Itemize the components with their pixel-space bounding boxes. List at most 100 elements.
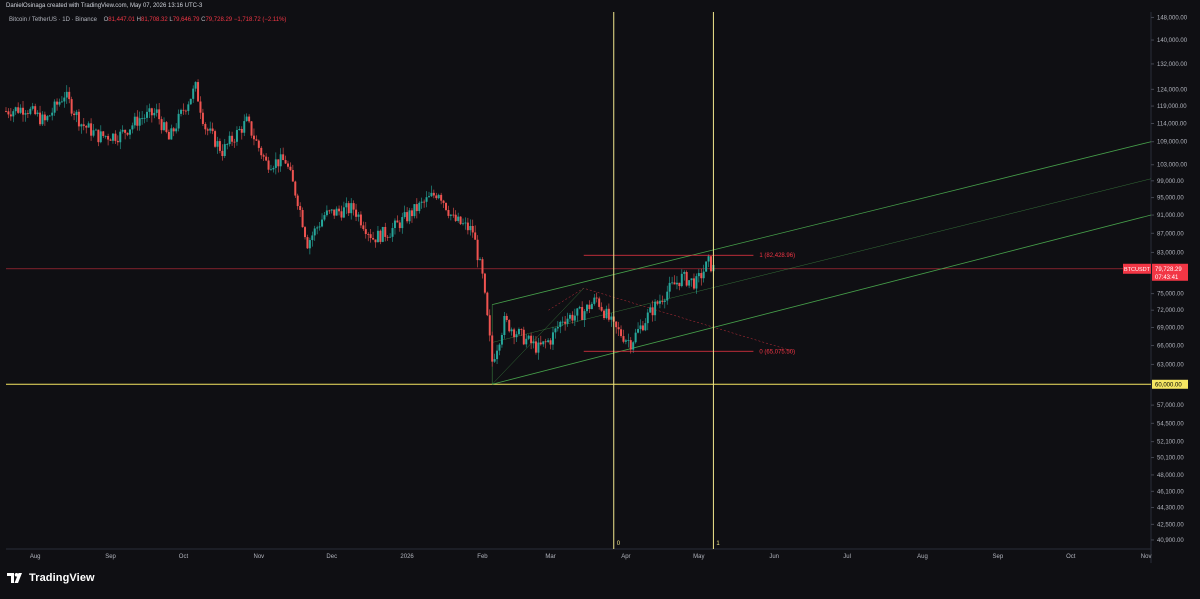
candle-body (666, 291, 669, 301)
candle-body (77, 111, 80, 127)
price-tick-label: 48,000.00 (1157, 473, 1184, 479)
price-tick-label: 69,000.00 (1157, 325, 1184, 331)
candle-body (194, 82, 197, 89)
candle-body (345, 203, 348, 208)
candle-body (308, 240, 311, 249)
candle-body (238, 128, 241, 131)
candle-body (269, 169, 272, 171)
price-tick-label: 54,500.00 (1157, 421, 1184, 427)
candle-body (663, 300, 666, 302)
candle-body (94, 129, 97, 131)
price-tick-label: 95,000.00 (1157, 196, 1184, 202)
candle-body (182, 109, 185, 111)
time-axis-label: Aug (30, 554, 41, 560)
candle-body (150, 108, 153, 116)
price-tick-label: 52,100.00 (1157, 440, 1184, 446)
candle-body (522, 329, 525, 345)
candle-body (31, 106, 34, 109)
candle-body (19, 107, 22, 113)
candle-body (56, 101, 59, 105)
candle-body (243, 121, 246, 133)
candle-body (248, 116, 251, 122)
candle-body (5, 111, 7, 113)
candle-body (423, 201, 426, 203)
candle-body (389, 236, 392, 238)
candle-body (355, 209, 358, 217)
time-axis-label: 2026 (400, 554, 414, 560)
candle-body (469, 225, 472, 231)
candle-body (136, 116, 139, 126)
time-axis[interactable]: Aug Sep Oct Nov Dec 2026 Feb Mar Apr May Jun Jul Aug… (30, 554, 1152, 560)
candle-body (440, 194, 443, 201)
channel-lower-line[interactable] (492, 214, 1152, 385)
candle-body (386, 236, 389, 238)
candle-body (204, 123, 207, 130)
candle-body (474, 232, 477, 240)
candle-body (605, 308, 608, 319)
current-price-text: 79,728.29 (1155, 267, 1182, 273)
parallel-channel-layer (491, 141, 1152, 385)
candle-body (167, 131, 170, 140)
candle-body (121, 129, 124, 132)
candle-body (187, 104, 190, 112)
candle-body (622, 336, 625, 342)
candle-body (673, 282, 676, 285)
candle-body (462, 223, 465, 225)
candle-body (537, 342, 540, 353)
current-price-tag (1152, 263, 1188, 281)
candle-body (347, 203, 350, 214)
high-label: H (136, 17, 142, 23)
candle-body (445, 202, 448, 210)
candle-body (22, 107, 25, 115)
candle-body (678, 282, 681, 287)
fib-level-0-label: 0 (65,075.50) (759, 349, 795, 355)
candle-body (116, 140, 119, 143)
candle-body (644, 323, 647, 331)
candle-body (206, 129, 209, 131)
price-tick-label: 114,000.00 (1157, 121, 1187, 127)
fib-level-1-label: 1 (82,428.96) (759, 253, 795, 259)
price-tick-label: 87,000.00 (1157, 231, 1184, 237)
channel-middle-line[interactable] (492, 178, 1152, 343)
candle-body (598, 298, 601, 307)
tradingview-logo[interactable]: TradingView (7, 572, 95, 584)
candle-body (384, 226, 387, 237)
candle-body (286, 163, 289, 167)
candle-body (58, 101, 61, 105)
candle-body (262, 155, 265, 157)
candle-body (143, 117, 146, 119)
symbol-title[interactable]: Bitcoin / TetherUS · 1D · Binance (9, 17, 97, 23)
candle-body (85, 125, 88, 128)
candle-body (656, 301, 659, 304)
candle-body (661, 301, 664, 302)
candle-body (539, 342, 542, 345)
candle-body (695, 276, 698, 289)
candle-body (51, 112, 54, 116)
candle-body (26, 113, 29, 114)
candle-body (291, 170, 294, 182)
price-tick-label: 140,000.00 (1157, 38, 1188, 44)
channel-upper-line[interactable] (492, 141, 1152, 305)
candle-body (641, 325, 644, 331)
horizontal-level-layer (6, 268, 1151, 385)
candle-body (274, 159, 277, 168)
footer-bar (0, 564, 1200, 594)
candle-body (627, 340, 630, 341)
candles-layer (5, 79, 715, 367)
price-tick-label: 83,000.00 (1157, 250, 1184, 256)
candle-body (126, 132, 129, 135)
low-label: L (169, 17, 173, 23)
candle-body (432, 192, 435, 196)
candle-body (654, 301, 657, 316)
price-axis[interactable]: 148,000.00 140,000.00 132,000.00 124,000.00… (1123, 15, 1188, 544)
candle-body (496, 350, 499, 360)
price-tick-label: 119,000.00 (1157, 104, 1187, 110)
candle-body (520, 329, 523, 330)
candle-body (505, 315, 508, 321)
candle-body (260, 147, 263, 156)
candle-body (99, 131, 102, 143)
price-tick-label: 42,500.00 (1157, 522, 1184, 528)
candle-body (457, 216, 460, 221)
